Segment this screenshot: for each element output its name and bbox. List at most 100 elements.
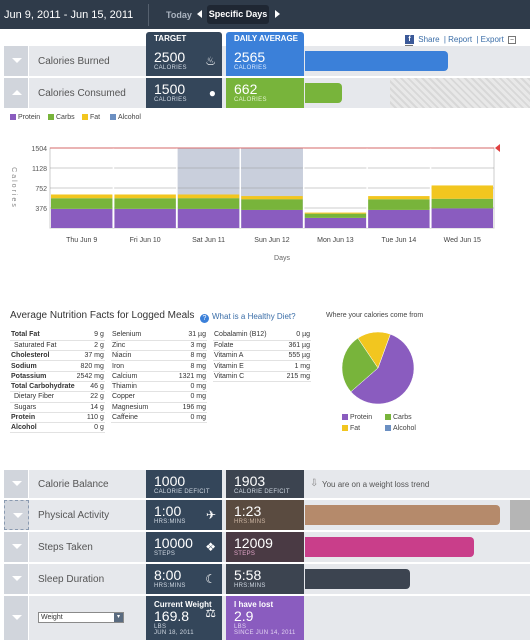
target-header: TARGET [146, 32, 222, 46]
pie-slice-fat [357, 331, 391, 369]
bar-fat [431, 185, 493, 199]
legend-alcohol: Alcohol [110, 114, 141, 121]
expand-button[interactable] [4, 596, 29, 640]
calorie-source-pie [341, 331, 415, 405]
specific-days-button[interactable]: Specific Days [207, 5, 269, 24]
divider [148, 4, 149, 26]
pie-legend-alcohol: Alcohol [385, 425, 416, 432]
current-weight-tile: Current Weight 169.8 LBS JUN 18, 2011 ⚖ [146, 596, 222, 640]
nutrition-row: Total Fat 9 g [10, 330, 105, 341]
progress-bar [305, 51, 448, 71]
average-value: 2565 [234, 49, 266, 65]
legend-protein: Protein [10, 114, 40, 121]
lost-value: 2.9 [234, 608, 254, 624]
chevron-down-icon: ▾ [114, 613, 123, 622]
bar-fat [304, 212, 367, 214]
share-link[interactable]: Share [418, 35, 440, 44]
today-button[interactable]: Today [166, 10, 192, 20]
x-tick-label: Fri Jun 10 [130, 237, 161, 244]
pie-legend-protein: Protein [342, 414, 372, 421]
expand-button[interactable] [4, 532, 29, 562]
next-arrow-icon[interactable] [275, 10, 280, 18]
nutrition-row: Saturated Fat 2 g [10, 340, 105, 352]
nutrition-row: Total Carbohydrate 46 g [10, 381, 105, 393]
bar-protein [241, 209, 303, 228]
bar-fat [368, 196, 430, 200]
footprints-icon: ❖ [205, 540, 216, 554]
progress-bar [305, 505, 500, 525]
average-tile: 5:58 HRS:MINS [226, 564, 304, 594]
walker-icon: ✈ [205, 508, 216, 522]
nutrition-row: Selenium 31 µg [111, 330, 207, 341]
target-unit: HRS:MINS [154, 583, 186, 589]
bar-carbs [177, 198, 240, 209]
bar-carbs [114, 198, 176, 209]
nutrition-row: Vitamin A 555 µg [213, 350, 311, 362]
progress-bar [305, 569, 410, 589]
bar-end [510, 500, 530, 530]
nutrition-row: Sodium 820 mg [10, 360, 105, 372]
bar-carbs [241, 199, 303, 210]
healthy-diet-link[interactable]: What is a Healthy Diet? [212, 312, 296, 321]
target-tile: 1500 CALORIES ● [146, 78, 222, 108]
collapse-button[interactable] [4, 78, 29, 108]
nutrition-row: Cholesterol 37 mg [10, 350, 105, 362]
prev-arrow-icon[interactable] [197, 10, 202, 18]
bar-protein [368, 209, 430, 228]
chevron-down-icon [12, 576, 22, 581]
x-tick-label: Wed Jun 15 [444, 237, 481, 244]
expand-button[interactable] [4, 46, 29, 76]
average-unit: CALORIE DEFICIT [234, 489, 290, 495]
row-label: Calories Consumed [38, 88, 126, 99]
legend-fat: Fat [82, 114, 100, 121]
nutrition-row: Sugars 14 g [10, 402, 105, 413]
x-tick-label: Sat Jun 11 [192, 237, 225, 244]
export-link[interactable]: Export [480, 35, 504, 44]
nutrition-row: Iron 8 mg [111, 360, 207, 372]
average-unit: HRS:MINS [234, 583, 266, 589]
nutrition-title: Average Nutrition Facts for Logged Meals [10, 310, 195, 321]
metric-select[interactable]: Weight ▾ [38, 612, 124, 623]
nutrition-row: Potassium 2542 mg [10, 371, 105, 382]
nutrition-table-2: Selenium 31 µg Zinc 3 mg Niacin 8 mg Iron 8 mg C… [111, 330, 207, 424]
x-tick-label: Sun Jun 12 [254, 237, 290, 244]
target-tile: 8:00 HRS:MINS ☾ [146, 564, 222, 594]
chevron-down-icon [12, 481, 22, 486]
nutrition-row: Caffeine 0 mg [111, 412, 207, 424]
nutrition-row: Alcohol 0 g [10, 422, 105, 434]
help-icon[interactable]: ? [200, 311, 209, 323]
trend-text: You are on a weight loss trend [322, 480, 430, 489]
target-marker-icon [495, 144, 500, 152]
bar-carbs [368, 199, 430, 210]
lost-unit: LBS [234, 624, 247, 630]
target-unit: CALORIES [154, 65, 187, 71]
report-link[interactable]: Report [448, 35, 473, 44]
expand-button[interactable] [4, 470, 29, 498]
expand-button[interactable] [4, 564, 29, 594]
current-weight-label: Current Weight [154, 600, 212, 609]
chevron-down-icon [13, 513, 23, 518]
pie-legend-fat: Fat [342, 425, 360, 432]
nutrition-row: Copper 0 mg [111, 391, 207, 403]
collapse-icon[interactable]: – [508, 35, 517, 44]
nutrition-row: Cobalamin (B12) 0 µg [213, 330, 311, 341]
expand-button[interactable] [4, 500, 29, 530]
bar-fat [241, 196, 303, 200]
bar-carbs [431, 198, 493, 209]
progress-bar [305, 83, 342, 103]
average-value: 1903 [234, 473, 266, 489]
nutrition-row: Protein 110 g [10, 412, 105, 424]
y-tick-label: 752 [35, 186, 47, 193]
target-tile: 2500 CALORIES ♨ [146, 46, 222, 76]
nutrition-row: Zinc 3 mg [111, 340, 207, 352]
date-range: Jun 9, 2011 - Jun 15, 2011 [4, 9, 134, 21]
facebook-icon[interactable]: f [405, 35, 414, 45]
pie-legend-carbs: Carbs [385, 414, 412, 421]
target-value: 10000 [154, 535, 193, 551]
bar-fat [177, 194, 240, 199]
target-value: 1:00 [154, 503, 182, 519]
lost-tile: I have lost 2.9 LBS SINCE JUN 14, 2011 [226, 596, 304, 640]
nutrition-table-1: Total Fat 9 g Saturated Fat 2 g Cholesterol 3… [10, 330, 105, 434]
average-tile: 2565 CALORIES [226, 46, 304, 76]
row-label: Physical Activity [38, 510, 110, 521]
